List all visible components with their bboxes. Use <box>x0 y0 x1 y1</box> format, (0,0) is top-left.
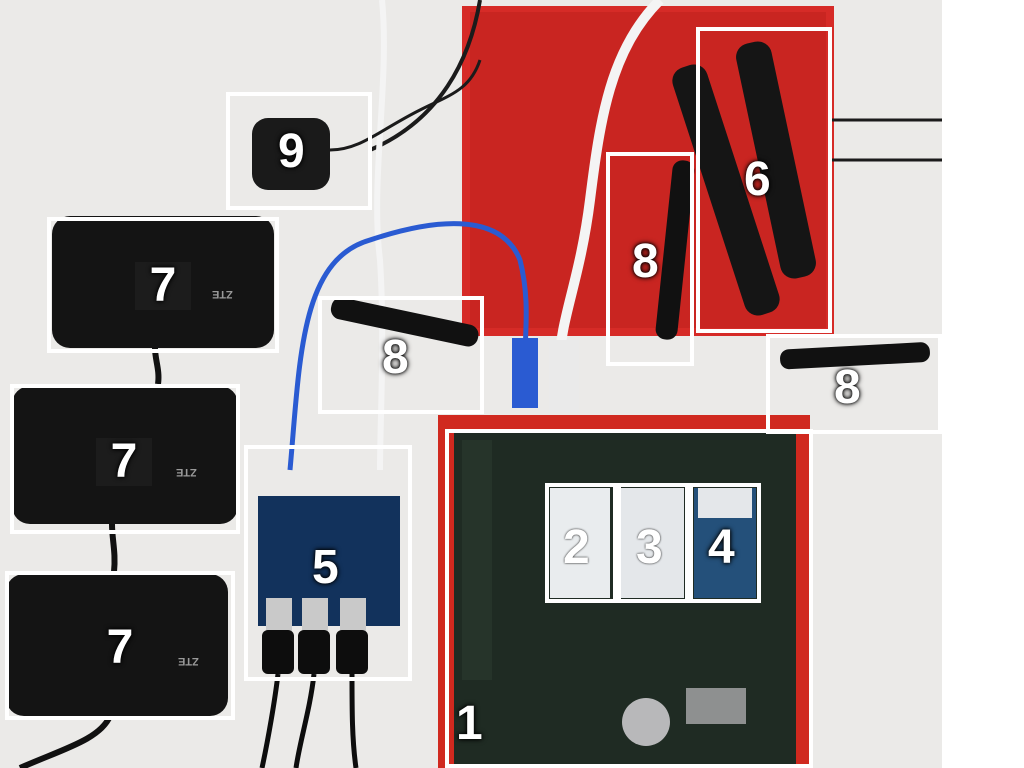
dipole-label-right: 8 <box>834 361 861 414</box>
module-b-box <box>617 483 689 603</box>
hotspot-1-box <box>47 217 279 353</box>
hotspot-3-box <box>5 571 235 720</box>
module-b-label: 3 <box>636 521 663 574</box>
gps-label: 9 <box>278 125 305 178</box>
hotspot-2-box <box>10 384 240 534</box>
dipole-label-mid: 8 <box>382 331 409 384</box>
gps-puck <box>252 118 330 190</box>
module-b-shape <box>620 488 684 598</box>
usb-hub-label: 5 <box>312 541 339 594</box>
photo: ZTE ZTE ZTE 9 7 7 7 8 8 6 8 5 1 2 3 4 <box>0 0 942 768</box>
coin-battery <box>622 698 670 746</box>
dipole-box-upper <box>606 152 694 366</box>
module-a-shape <box>550 488 610 598</box>
dipole-antenna-right <box>780 342 930 370</box>
board-box <box>445 429 813 768</box>
gps-box <box>226 92 372 210</box>
dipole-box-right <box>766 334 942 434</box>
module-c-box <box>689 483 761 603</box>
module-a-box <box>545 483 617 603</box>
module-c-label: 4 <box>708 521 735 574</box>
hotspot-2-label: 7 <box>96 438 152 486</box>
panel-antenna-2 <box>736 41 816 279</box>
module-a-label: 2 <box>563 521 590 574</box>
antenna-panel-label: 6 <box>744 153 771 206</box>
antenna-panel-box <box>696 27 832 333</box>
usb-hub-box <box>244 445 412 681</box>
dipole-label-upper: 8 <box>632 235 659 288</box>
hotspot-1-label: 7 <box>135 262 191 310</box>
dipole-box-mid <box>318 296 484 414</box>
hotspot-3-label: 7 <box>106 621 134 674</box>
dipole-antenna-upper <box>655 160 695 340</box>
hotspot-3-body <box>6 574 228 716</box>
dipole-antenna-mid <box>330 297 479 347</box>
board-label: 1 <box>456 697 483 750</box>
